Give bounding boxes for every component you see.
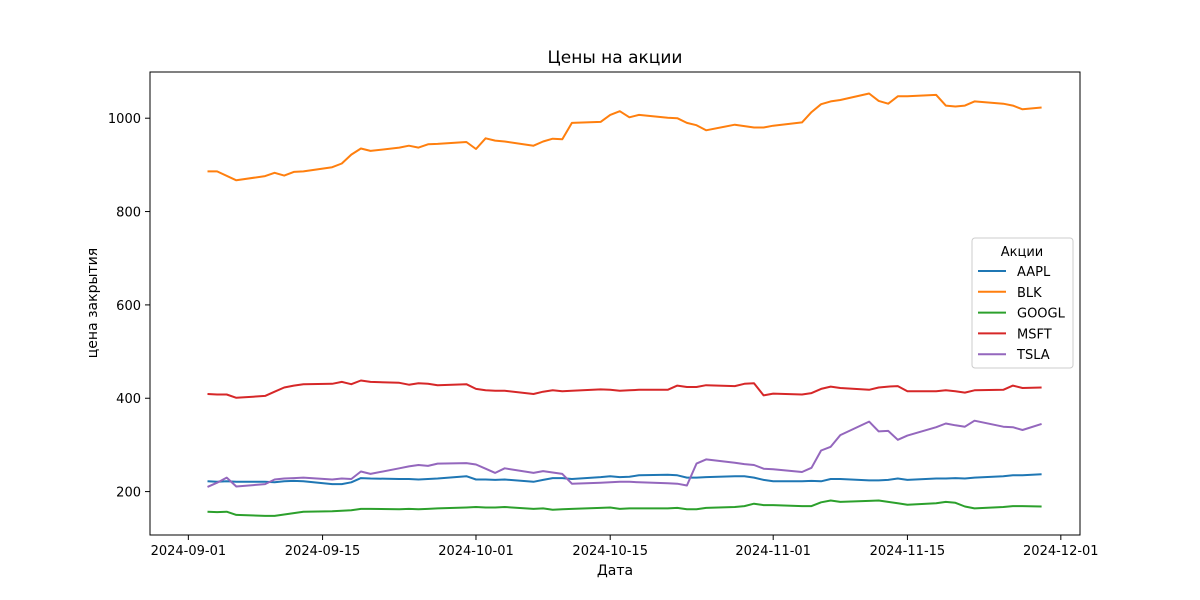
legend-label-msft: MSFT	[1017, 327, 1052, 342]
series-line-blk	[207, 92, 1042, 182]
legend-title: Акции	[1001, 245, 1044, 260]
plot-frame	[149, 71, 1081, 536]
series-layer	[207, 92, 1042, 517]
legend-label-googl: GOOGL	[1017, 307, 1066, 322]
y-tick-label: 400	[116, 392, 141, 407]
series-line-googl	[207, 499, 1042, 517]
x-tick-label: 2024-11-15	[870, 544, 946, 559]
y-axis-label: цена закрытия	[85, 248, 101, 358]
legend: Акции AAPL BLK GOOGL MSFT TSLA	[971, 237, 1074, 369]
x-tick-label: 2024-12-01	[1023, 544, 1099, 559]
y-tick-label: 800	[116, 206, 141, 221]
legend-label-aapl: AAPL	[1017, 265, 1051, 280]
x-tick-label: 2024-09-01	[151, 544, 227, 559]
x-tick-label: 2024-11-01	[735, 544, 811, 559]
x-axis-label: Дата	[597, 563, 633, 579]
series-line-tsla	[207, 419, 1042, 488]
chart-title: Цены на акции	[548, 48, 683, 68]
legend-label-tsla: TSLA	[1016, 348, 1050, 363]
y-tick-label: 600	[116, 299, 141, 314]
y-axis-ticks: 200 400 600 800 1000	[108, 112, 150, 501]
series-line-aapl	[207, 473, 1042, 486]
x-tick-label: 2024-10-01	[438, 544, 514, 559]
y-tick-label: 200	[116, 486, 141, 501]
legend-items: AAPL BLK GOOGL MSFT TSLA	[978, 265, 1066, 363]
x-tick-label: 2024-10-15	[572, 544, 648, 559]
x-axis-ticks: 2024-09-01 2024-09-15 2024-10-01 2024-10-15…	[151, 535, 1099, 559]
legend-label-blk: BLK	[1017, 286, 1042, 301]
x-tick-label: 2024-09-15	[285, 544, 361, 559]
y-tick-label: 1000	[108, 112, 141, 127]
series-line-msft	[207, 379, 1042, 399]
